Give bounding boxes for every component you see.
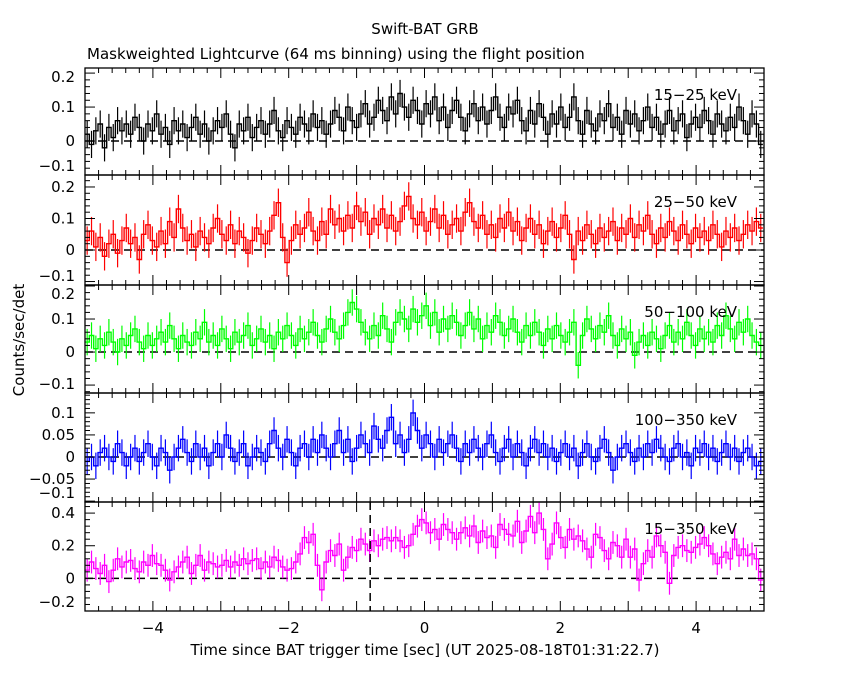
y-tick-label: 0: [65, 241, 75, 259]
y-tick-label: −0.1: [39, 375, 75, 393]
x-tick-label: −2: [278, 619, 300, 637]
y-tick-label: 0.4: [51, 504, 75, 522]
panel-label: 100−350 keV: [635, 411, 738, 429]
lightcurve-step-line: [85, 92, 763, 149]
panel-100-350-kev: [85, 399, 764, 484]
panel-15-350-kev: [85, 502, 764, 611]
y-tick-label: 0: [65, 132, 75, 150]
panel-label: 50−100 keV: [644, 303, 737, 321]
lightcurve-step-line: [85, 512, 763, 591]
y-tick-label: 0.2: [51, 178, 75, 196]
y-tick-label: −0.2: [39, 593, 75, 611]
x-tick-label: 4: [691, 619, 701, 637]
chart-title: Swift-BAT GRB: [371, 20, 478, 38]
chart-subtitle: Maskweighted Lightcurve (64 ms binning) …: [87, 45, 585, 63]
y-tick-label: 0: [65, 343, 75, 361]
panel-label: 15−25 keV: [654, 86, 738, 104]
panel-label: 15−350 keV: [644, 520, 737, 538]
lightcurve-step-line: [85, 412, 763, 471]
y-tick-label: 0.1: [51, 209, 75, 227]
x-tick-label: 0: [420, 619, 430, 637]
panel-50-100-kev: [85, 289, 764, 379]
y-tick-label: 0.1: [51, 310, 75, 328]
y-tick-label: 0.2: [51, 285, 75, 303]
y-axis-label: Counts/sec/det: [10, 284, 28, 397]
y-tick-label: 0: [65, 569, 75, 587]
y-tick-label: −0.1: [39, 484, 75, 502]
y-tick-label: −0.05: [29, 470, 75, 488]
lightcurve-step-line: [85, 301, 763, 366]
y-tick-label: 0.1: [51, 98, 75, 116]
y-tick-label: 0.2: [51, 537, 75, 555]
panel-25-50-kev: [85, 182, 764, 277]
lightcurve-step-line: [85, 195, 763, 264]
y-tick-label: −0.1: [39, 267, 75, 285]
y-tick-label: 0.1: [51, 404, 75, 422]
x-tick-label: −4: [142, 619, 164, 637]
y-tick-label: −0.1: [39, 157, 75, 175]
y-tick-label: 0.2: [51, 68, 75, 86]
y-tick-label: 0: [65, 448, 75, 466]
y-tick-label: 0.05: [42, 426, 75, 444]
x-tick-label: 2: [556, 619, 566, 637]
panel-label: 25−50 keV: [654, 193, 738, 211]
panel-15-25-kev: [85, 79, 764, 162]
x-axis-label: Time since BAT trigger time [sec] (UT 20…: [190, 641, 660, 659]
